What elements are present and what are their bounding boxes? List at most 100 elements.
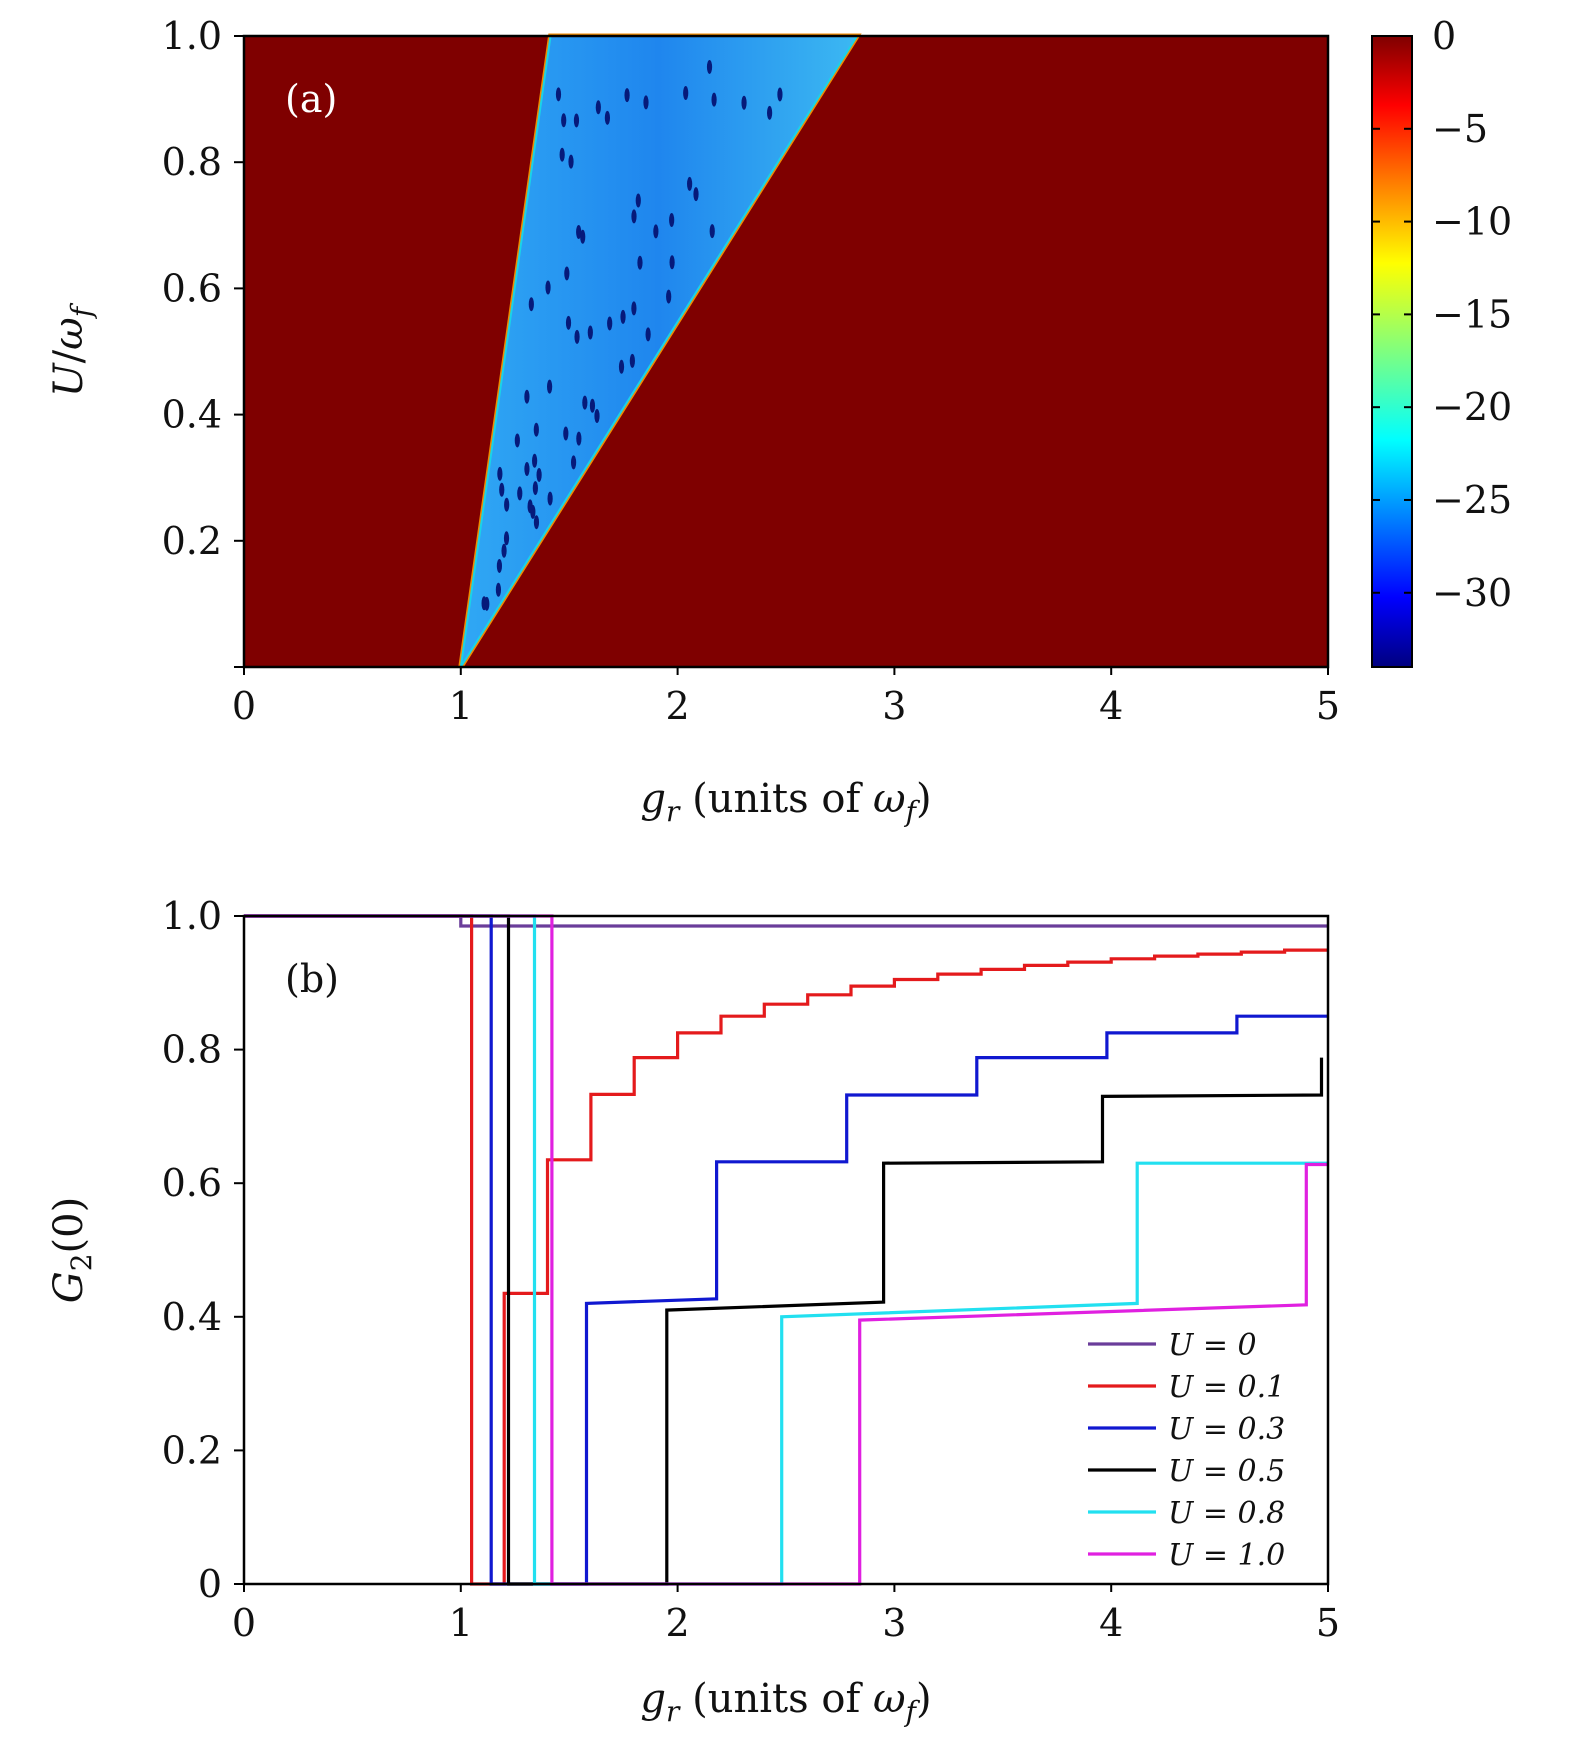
y-tick-label: 0.4: [162, 1295, 222, 1339]
x-tick-label: 4: [1099, 684, 1123, 728]
heatmap-spot: [545, 280, 551, 295]
series-line-u-0-8: [244, 914, 1328, 1586]
heatmap-spot: [504, 497, 510, 512]
x-tick-label: 0: [232, 684, 256, 728]
series-line-u-0-5: [244, 914, 1324, 1586]
colorbar-tick-label: −20: [1432, 385, 1512, 429]
heatmap-spot: [547, 379, 553, 394]
panel-b-series: [244, 914, 1328, 1586]
colorbar-ticks: 0 −5 −10 −15 −20 −25 −30: [1372, 14, 1512, 615]
y-tick-label: 0.8: [162, 1028, 222, 1072]
colorbar-tick-label: −10: [1432, 200, 1512, 244]
heatmap-spot: [564, 266, 570, 281]
y-tick-label: 0.2: [162, 519, 222, 563]
heatmap-spot: [709, 224, 715, 239]
heatmap-spot: [643, 95, 649, 110]
heatmap-spot: [561, 113, 567, 128]
heatmap-spot: [631, 301, 637, 316]
heatmap-spot: [536, 467, 542, 482]
heatmap-spot: [620, 309, 626, 324]
heatmap-spot: [555, 87, 562, 102]
x-tick-label: 4: [1099, 1601, 1123, 1645]
colorbar-tick-label: −30: [1432, 571, 1512, 615]
heatmap-spot: [706, 59, 713, 74]
panel-b-line-chart: 0 1 2 3 4 500.20.40.60.81.0 (b) U = 0U = 0.1U…: [46, 894, 1340, 1728]
heatmap-spot: [687, 176, 693, 191]
heatmap-spot: [635, 193, 641, 208]
y-tick-label: 0: [198, 1562, 222, 1606]
x-tick-label: 1: [449, 684, 473, 728]
heatmap-spot: [565, 315, 572, 330]
panel-a-xlabel: gr (units of ωf): [640, 776, 931, 828]
x-tick-label: 0: [232, 1601, 256, 1645]
heatmap-spot: [547, 491, 553, 506]
heatmap-spot: [589, 398, 596, 413]
x-tick-label: 5: [1316, 1601, 1340, 1645]
heatmap-spot: [496, 558, 503, 573]
heatmap-spot: [587, 325, 593, 340]
heatmap-spot: [524, 462, 530, 477]
heatmap-spot: [528, 297, 534, 312]
colorbar-tick-label: −25: [1432, 478, 1512, 522]
heatmap-spot: [580, 229, 586, 244]
panel-a-heatmap: 0 1 2 3 4 5 0.2 0.4 0.6 0.8 1.0 (a) 0 −5 −10 −15 −20 −2…: [46, 14, 1512, 828]
legend-label: U = 0.8: [1168, 1496, 1285, 1531]
heatmap-spot: [517, 486, 523, 501]
heatmap-spot: [683, 86, 689, 101]
heatmap-spot: [495, 582, 502, 597]
x-tick-label: 5: [1316, 684, 1340, 728]
heatmap-spot: [624, 88, 630, 103]
heatmap-dark-spots: [481, 59, 783, 611]
y-tick-label: 0.4: [162, 393, 222, 437]
panel-a-ylabel: U/ωf: [46, 302, 98, 397]
x-tick-label: 3: [882, 1601, 906, 1645]
heatmap-spot: [594, 409, 600, 424]
panel-b-ticks: 0 1 2 3 4 5 0 0.2 0.4 0.6 0.8 1.0: [162, 894, 1341, 1645]
panel-a-label: (a): [285, 77, 337, 121]
heatmap-spot: [607, 316, 613, 331]
panel-b-label: (b): [285, 957, 339, 1001]
series-line-u-1-0: [244, 914, 1328, 1586]
y-tick-label: 0.6: [162, 1161, 222, 1205]
colorbar-tick-label: −5: [1432, 107, 1488, 151]
panel-a-frame: [242, 34, 1330, 669]
heatmap-spot: [595, 100, 601, 115]
heatmap-spot: [527, 499, 533, 514]
heatmap-spot: [618, 359, 625, 374]
heatmap-spot: [532, 453, 538, 468]
heatmap-spot: [532, 481, 538, 496]
heatmap-spot: [481, 596, 487, 611]
heatmap-spot: [645, 327, 651, 342]
colorbar-tick-label: −15: [1432, 292, 1512, 336]
heatmap-spot: [533, 422, 539, 437]
y-tick-label: 0.6: [162, 266, 222, 310]
y-tick-label: 1.0: [162, 894, 222, 938]
heatmap-spot: [711, 92, 717, 107]
series-line-u-0-3: [244, 914, 1328, 1586]
y-tick-label: 0.8: [162, 140, 222, 184]
heatmap-spot: [514, 433, 520, 448]
legend-label: U = 0: [1168, 1328, 1257, 1363]
heatmap-spot: [574, 329, 580, 344]
legend-label: U = 0.3: [1168, 1412, 1285, 1447]
heatmap-spot: [629, 353, 635, 368]
y-tick-label: 0.2: [162, 1428, 222, 1472]
colorbar-gradient: [1371, 35, 1413, 668]
heatmap-spot: [576, 431, 582, 446]
heatmap-spot: [669, 255, 675, 270]
heatmap-spot: [777, 87, 783, 102]
panel-b-xlabel: gr (units of ωf): [640, 1676, 931, 1728]
heatmap-spot: [669, 213, 675, 228]
heatmap-spot: [767, 105, 773, 120]
heatmap-spot: [503, 531, 510, 546]
heatmap-spot: [582, 395, 588, 410]
heatmap-spot: [563, 426, 569, 441]
colorbar-tick-label: 0: [1432, 14, 1456, 58]
legend-label: U = 0.1: [1168, 1370, 1285, 1405]
heatmap-spot: [693, 187, 699, 202]
heatmap-spot: [604, 110, 611, 125]
x-tick-label: 2: [666, 684, 690, 728]
series-line-u-0-1: [244, 914, 1328, 1586]
x-tick-label: 3: [882, 684, 906, 728]
